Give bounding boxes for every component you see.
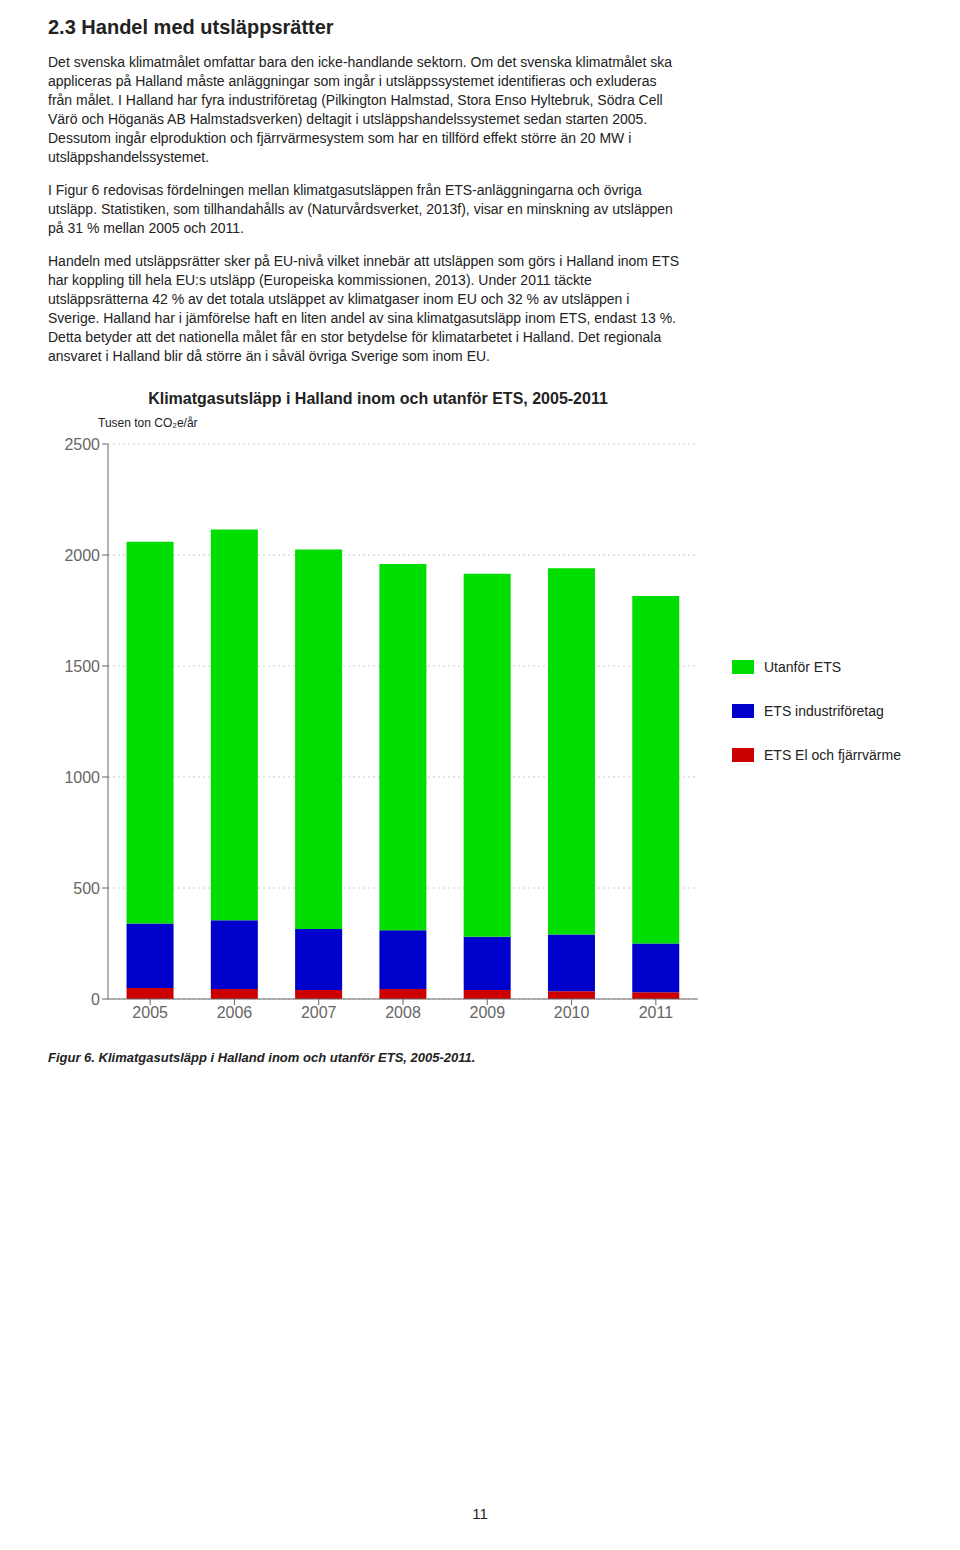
html-text:11: 11 — [472, 1505, 488, 1522]
svg-text:0: 0 — [91, 991, 100, 1008]
svg-text:2500: 2500 — [64, 436, 100, 453]
html-text:Figur 6. Klimatgasutsläpp i Ha: Figur 6. Klimatgasutsläpp i Halland inom… — [48, 1050, 476, 1065]
html-text:ETS industriföretag: ETS industriföretag — [764, 703, 884, 719]
html-text:Utanför ETS: Utanför ETS — [764, 659, 841, 675]
svg-text:2011: 2011 — [639, 1004, 674, 1021]
html-text:I Figur 6 redovisas fördelning: I Figur 6 redovisas fördelningen mellan … — [48, 182, 673, 236]
html-text:ETS El och fjärrvärme: ETS El och fjärrvärme — [764, 747, 901, 763]
svg-text:2010: 2010 — [554, 1004, 590, 1021]
svg-text:1500: 1500 — [64, 658, 100, 675]
html-text:Det svenska klimatmålet omfatt: Det svenska klimatmålet omfattar bara de… — [48, 54, 673, 165]
svg-text:2008: 2008 — [385, 1004, 421, 1021]
html-text:Klimatgasutsläpp i Halland ino: Klimatgasutsläpp i Halland inom och utan… — [148, 390, 608, 407]
svg-text:2005: 2005 — [132, 1004, 168, 1021]
svg-text:2000: 2000 — [64, 547, 100, 564]
html-text:Handeln med utsläppsrätter ske: Handeln med utsläppsrätter sker på EU-ni… — [48, 253, 680, 364]
svg-text:2009: 2009 — [469, 1004, 505, 1021]
svg-text:2007: 2007 — [301, 1004, 337, 1021]
html-text:Tusen ton CO₂e/år: Tusen ton CO₂e/år — [98, 416, 198, 430]
svg-text:1000: 1000 — [64, 769, 100, 786]
svg-text:500: 500 — [73, 880, 100, 897]
svg-text:2006: 2006 — [217, 1004, 253, 1021]
html-text:2.3 Handel med utsläppsrätter: 2.3 Handel med utsläppsrätter — [48, 16, 334, 38]
